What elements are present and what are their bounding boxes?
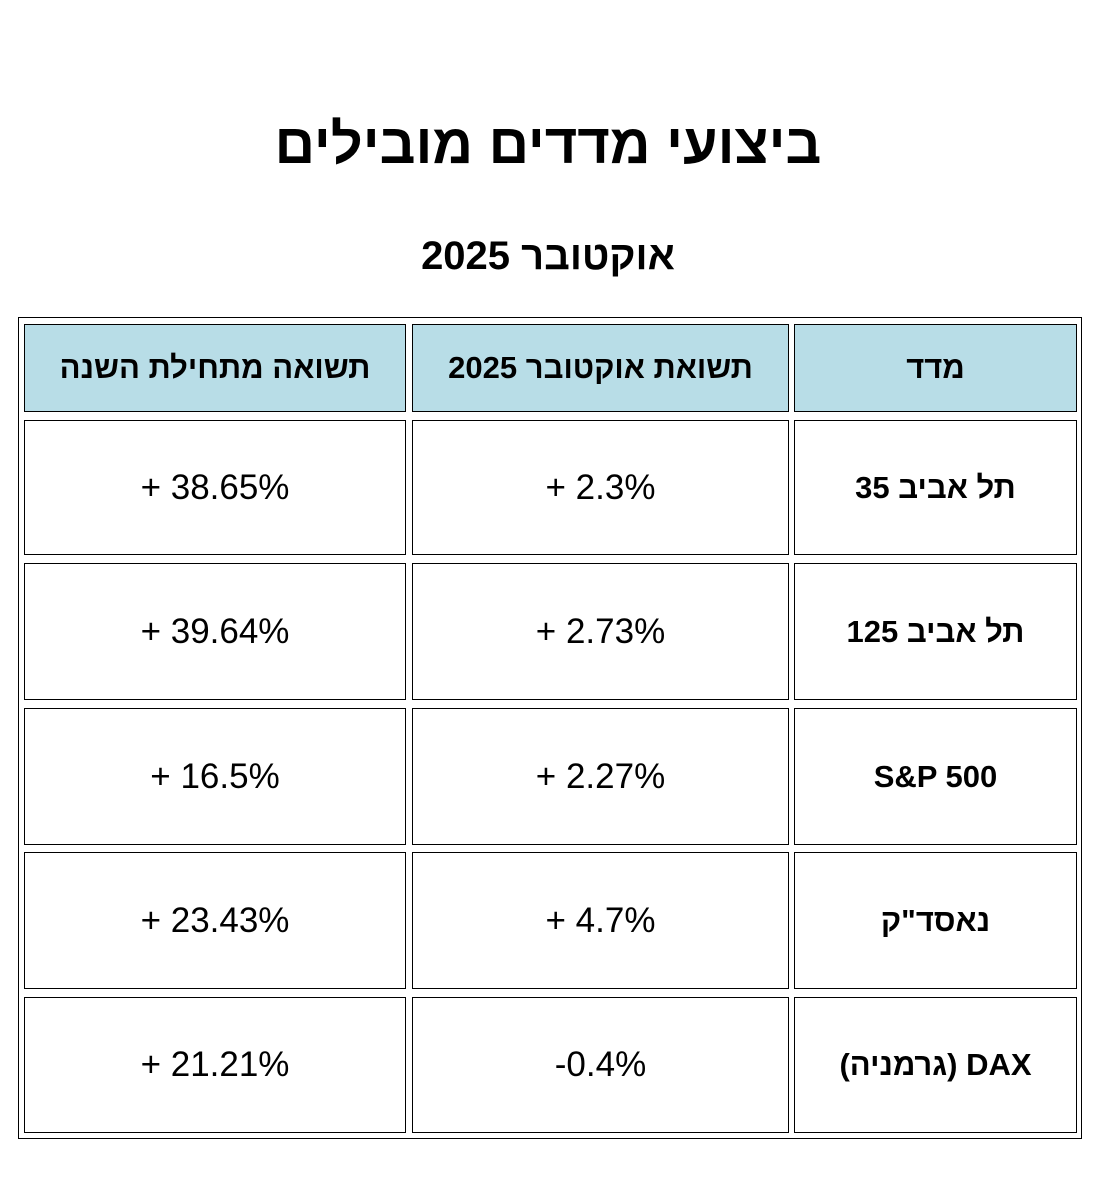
returns-table: [18, 317, 1082, 1139]
table-row-index-name: S&P 500: [794, 708, 1077, 845]
table-row-october-return: + 2.27%: [412, 708, 789, 845]
table-row-index-name: תל אביב 35: [794, 420, 1077, 555]
table-row-ytd-return: + 16.5%: [24, 708, 406, 845]
table-row-october-return: + 2.73%: [412, 563, 789, 700]
table-row-october-return: -0.4%: [412, 997, 789, 1133]
table-row-ytd-return: + 21.21%: [24, 997, 406, 1133]
table-row-index-name: תל אביב 125: [794, 563, 1077, 700]
header-index: מדד: [794, 324, 1077, 412]
table-row-ytd-return: + 23.43%: [24, 852, 406, 989]
table-row-index-name: DAX (גרמניה): [794, 997, 1077, 1133]
header-october-return: תשואת אוקטובר 2025: [412, 324, 789, 412]
page-subtitle: אוקטובר 2025: [421, 234, 675, 278]
table-row-october-return: + 4.7%: [412, 852, 789, 989]
table-row-index-name: נאסד"ק: [794, 852, 1077, 989]
table-row-october-return: + 2.3%: [412, 420, 789, 555]
header-ytd-return: תשואה מתחילת השנה: [24, 324, 406, 412]
table-row-ytd-return: + 39.64%: [24, 563, 406, 700]
table-row-ytd-return: + 38.65%: [24, 420, 406, 555]
page-title: ביצועי מדדים מובילים: [274, 112, 822, 175]
